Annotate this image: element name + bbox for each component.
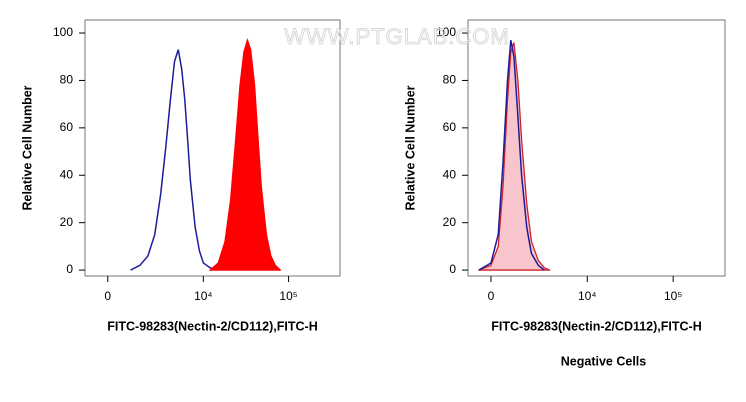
x-tick-label: 10⁵ bbox=[664, 289, 682, 303]
y-tick-label: 20 bbox=[443, 215, 457, 229]
y-tick-label: 80 bbox=[60, 73, 74, 87]
y-axis-label: Relative Cell Number bbox=[20, 85, 34, 210]
y-tick-label: 60 bbox=[443, 120, 457, 134]
y-tick-label: 0 bbox=[66, 262, 73, 276]
histogram-line bbox=[130, 49, 217, 271]
chart: 0 20 40 60 80 100 0 10⁴ 10⁵ FITC-98283(Nectin-2/C… bbox=[20, 19, 341, 333]
y-tick-label: 100 bbox=[53, 25, 73, 39]
x-tick-label: 0 bbox=[488, 289, 495, 303]
y-axis-label: Relative Cell Number bbox=[403, 85, 417, 210]
x-tick-label: 10⁴ bbox=[194, 289, 213, 303]
chart: 0 20 40 60 80 100 0 10⁴ 10⁵ FITC-98283(Nectin-2/C… bbox=[403, 19, 726, 368]
histogram-line bbox=[478, 40, 545, 271]
y-tick-label: 40 bbox=[443, 167, 457, 181]
histogram-area bbox=[209, 38, 281, 271]
y-tick-label: 80 bbox=[443, 73, 457, 87]
histogram-area bbox=[478, 42, 551, 271]
plot-frame bbox=[84, 19, 341, 277]
y-tick-label: 0 bbox=[449, 262, 456, 276]
x-tick-label: 10⁵ bbox=[279, 289, 297, 303]
y-tick-label: 40 bbox=[60, 167, 74, 181]
y-tick-label: 60 bbox=[60, 120, 74, 134]
y-tick-label: 20 bbox=[60, 215, 74, 229]
watermark: WWW.PTGLAB.COM bbox=[284, 24, 509, 49]
x-axis-label: FITC-98283(Nectin-2/CD112),FITC-H bbox=[491, 319, 701, 333]
x-tick-label: 10⁴ bbox=[578, 289, 597, 303]
x-axis-label: FITC-98283(Nectin-2/CD112),FITC-H bbox=[107, 319, 317, 333]
x-tick-label: 0 bbox=[104, 289, 111, 303]
y-tick-label: 100 bbox=[436, 25, 456, 39]
chart-subtitle: Negative Cells bbox=[561, 354, 647, 368]
plot-frame bbox=[467, 19, 726, 277]
